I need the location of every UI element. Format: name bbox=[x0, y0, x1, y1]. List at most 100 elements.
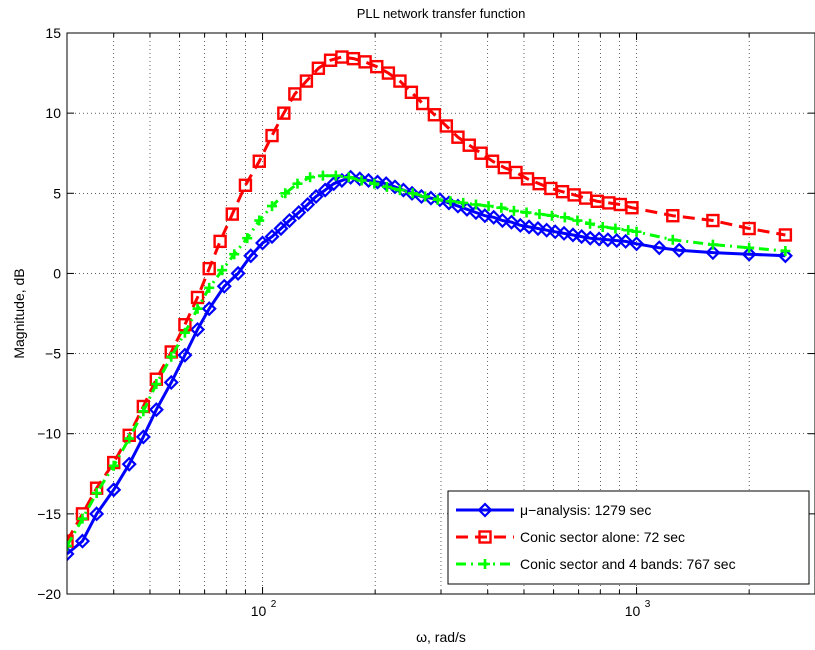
series-3-point bbox=[267, 201, 278, 212]
series-1-point bbox=[177, 347, 193, 363]
series-2 bbox=[67, 50, 793, 548]
legend-entry-label: μ−analysis: 1279 sec bbox=[520, 502, 651, 518]
series-2-point bbox=[381, 66, 396, 80]
series-1-point bbox=[629, 236, 645, 252]
series-1-point bbox=[264, 229, 280, 245]
series-1-point bbox=[352, 171, 368, 187]
series-2-point bbox=[439, 119, 454, 133]
series-1-point bbox=[582, 230, 598, 246]
series-2-point bbox=[190, 290, 205, 305]
series-3-point bbox=[77, 513, 88, 524]
x-tick-label: 10 bbox=[251, 603, 267, 619]
series-3-point bbox=[623, 225, 634, 236]
series-3-point bbox=[229, 249, 240, 260]
legend-swatch-marker bbox=[478, 530, 492, 544]
series-1-point bbox=[89, 506, 105, 522]
series-3-point bbox=[521, 207, 532, 218]
series-1-point bbox=[486, 209, 502, 225]
series-2-point bbox=[311, 61, 326, 75]
series-1-point bbox=[574, 229, 590, 245]
series-1-point bbox=[651, 240, 667, 256]
series-1-point bbox=[600, 232, 616, 248]
y-tick-label: −20 bbox=[37, 586, 61, 602]
axis-ticks: 15 10 5 0 −5 −10 −15 −20 10 2 10 3 bbox=[37, 25, 815, 619]
series-2-point bbox=[462, 138, 476, 152]
series-1-point bbox=[163, 374, 179, 390]
series-3-point bbox=[67, 540, 72, 551]
series-2-point bbox=[277, 106, 291, 120]
series-1-point bbox=[106, 482, 122, 498]
series-2-point bbox=[474, 146, 488, 160]
series-1-point bbox=[512, 217, 528, 233]
series-3-point bbox=[217, 265, 228, 276]
series-1-point bbox=[148, 402, 164, 418]
series-3-point bbox=[204, 282, 215, 293]
series-1-point bbox=[121, 456, 137, 472]
series-1-point bbox=[432, 192, 448, 208]
series-1-point bbox=[777, 248, 793, 264]
series-1-point bbox=[503, 214, 520, 230]
series-1-point bbox=[705, 245, 721, 261]
series-3-point bbox=[483, 201, 494, 212]
series-1-point bbox=[243, 248, 259, 264]
series-3-point bbox=[108, 460, 119, 471]
series-3-point bbox=[572, 215, 583, 226]
chart-title: PLL network transfer function bbox=[357, 6, 526, 21]
series-2-point bbox=[393, 74, 407, 88]
y-tick-label: 15 bbox=[45, 25, 61, 41]
series-1-point bbox=[539, 222, 555, 238]
series-2-point bbox=[213, 234, 227, 249]
series-2-point bbox=[299, 74, 314, 88]
series-1-point bbox=[273, 220, 289, 237]
series-1-point bbox=[404, 185, 420, 201]
series-3-point bbox=[166, 351, 177, 362]
series-3-point bbox=[305, 172, 316, 183]
series-1-point bbox=[308, 188, 324, 205]
series-1-point bbox=[477, 208, 493, 224]
series-3-point bbox=[254, 215, 265, 226]
series-2-line bbox=[67, 55, 786, 542]
series-1-point bbox=[317, 182, 333, 198]
series-2-point bbox=[288, 87, 302, 101]
series-1-point bbox=[216, 278, 232, 294]
series-1-point bbox=[67, 546, 75, 562]
series-2-point bbox=[225, 207, 239, 221]
series-3-point bbox=[496, 202, 507, 213]
series-3-point bbox=[559, 212, 570, 223]
series-2-point bbox=[252, 154, 266, 168]
series-3-point bbox=[280, 188, 291, 199]
y-tick-label: −5 bbox=[45, 346, 61, 362]
series-3-point bbox=[317, 170, 328, 181]
series-3-point bbox=[356, 175, 367, 186]
series-3-point bbox=[445, 196, 456, 207]
series-2-point bbox=[415, 96, 430, 111]
series-1-point bbox=[591, 231, 607, 247]
y-tick-label: −10 bbox=[37, 426, 61, 442]
series-layer bbox=[67, 50, 793, 562]
legend-entry-label: Conic sector alone: 72 sec bbox=[520, 529, 685, 545]
series-1-point bbox=[201, 301, 217, 317]
series-3-point bbox=[546, 210, 557, 221]
series-1-point bbox=[618, 233, 634, 249]
series-2-point bbox=[67, 534, 74, 548]
series-3-point bbox=[124, 433, 135, 444]
series-2-point bbox=[238, 178, 253, 192]
series-1-point bbox=[609, 233, 625, 249]
series-1-point bbox=[494, 212, 511, 229]
series-3-point bbox=[292, 178, 303, 189]
series-3-point bbox=[369, 178, 380, 189]
legend: μ−analysis: 1279 sec Conic sector alone: … bbox=[447, 490, 810, 585]
series-3-point bbox=[508, 205, 519, 216]
series-1-point bbox=[189, 321, 206, 338]
legend-swatch-marker bbox=[480, 559, 490, 569]
series-2-point bbox=[202, 261, 216, 276]
series-3-point bbox=[330, 170, 341, 181]
series-1-point bbox=[74, 533, 91, 549]
series-3-point bbox=[585, 218, 596, 229]
series-3-point bbox=[597, 221, 608, 232]
series-3-point bbox=[343, 172, 354, 183]
series-2-point bbox=[451, 130, 465, 144]
series-2-point bbox=[778, 228, 793, 242]
series-1-point bbox=[565, 227, 581, 243]
